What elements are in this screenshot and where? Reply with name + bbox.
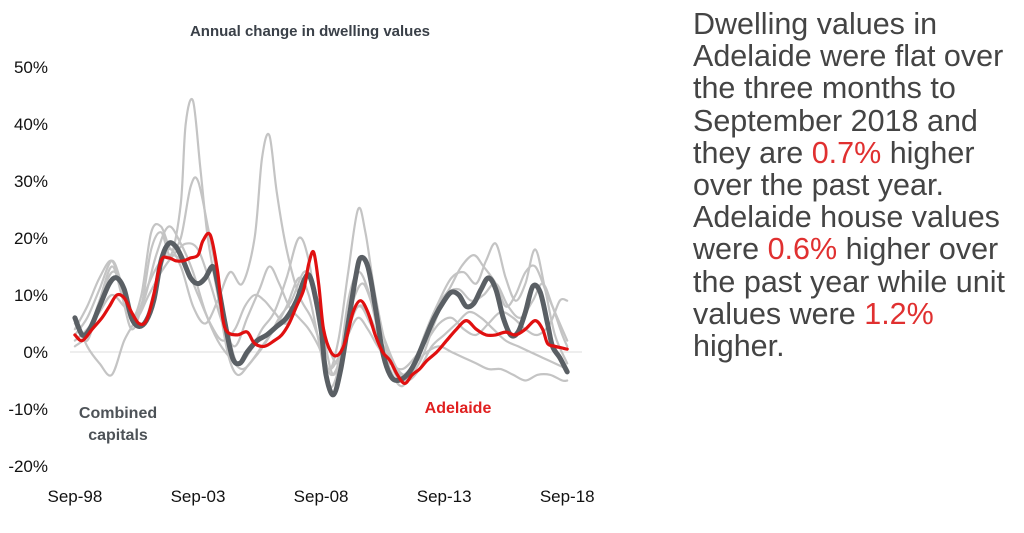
y-tick-label: -20%: [8, 457, 48, 476]
commentary-text: Dwelling values in Adelaide were flat ov…: [693, 8, 1023, 362]
value-unit-change: 1.2%: [864, 296, 934, 331]
commentary-part-3: higher over the past year while unit val…: [693, 232, 1005, 331]
series-line-other-capital-2: [73, 98, 569, 389]
y-tick-label: 10%: [14, 286, 48, 305]
y-tick-label: 30%: [14, 172, 48, 191]
chart-title: Annual change in dwelling values: [190, 23, 430, 40]
chart-svg: Annual change in dwelling values 50% 40% 3…: [8, 23, 595, 506]
chart: Annual change in dwelling values 50% 40% 3…: [8, 23, 595, 506]
x-tick-label: Sep-98: [48, 487, 103, 506]
series-line-adelaide: [73, 231, 569, 385]
y-axis-ticks: 50% 40% 30% 20% 10% 0% -10% -20%: [8, 58, 48, 476]
commentary-part-4: higher.: [693, 329, 785, 364]
commentary-part-1: Dwelling values in Adelaide were flat ov…: [693, 7, 1004, 170]
x-tick-label: Sep-18: [540, 487, 595, 506]
y-tick-label: 50%: [14, 58, 48, 77]
value-annual-change: 0.7%: [811, 135, 882, 170]
annotation-adelaide: Adelaide: [425, 400, 492, 417]
x-tick-label: Sep-13: [417, 487, 472, 506]
y-tick-label: -10%: [8, 400, 48, 419]
x-axis-ticks: Sep-98 Sep-03 Sep-08 Sep-13 Sep-18: [48, 487, 595, 506]
y-tick-label: 40%: [14, 115, 48, 134]
value-house-change: 0.6%: [767, 232, 838, 267]
annotation-combined: Combined: [79, 405, 157, 422]
y-tick-label: 0%: [23, 343, 48, 362]
x-tick-label: Sep-03: [171, 487, 226, 506]
annotation-capitals: capitals: [88, 427, 148, 444]
commentary-part-2: higher over the past year. Adelaide hous…: [693, 135, 1000, 267]
y-tick-label: 20%: [14, 229, 48, 248]
series-group: [72, 98, 570, 398]
x-tick-label: Sep-08: [294, 487, 349, 506]
